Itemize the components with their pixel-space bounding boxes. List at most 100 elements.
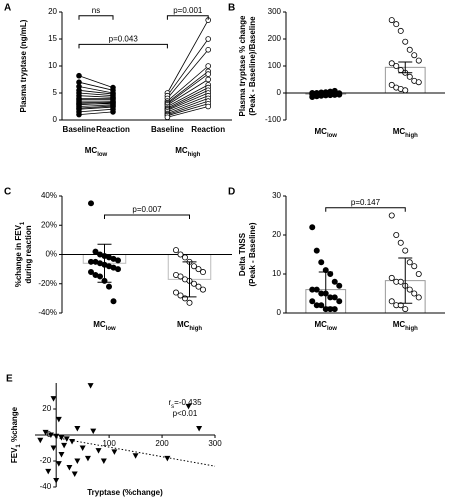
- data-point: [172, 247, 179, 254]
- y-axis-label: Delta TNSS: [238, 232, 247, 276]
- x-tick-label: MChigh: [393, 320, 418, 331]
- data-point: [331, 306, 338, 313]
- pair-line: [167, 73, 209, 105]
- data-point: [177, 251, 184, 258]
- text-part: (Peak - Baseline): [248, 222, 257, 286]
- bracket-label: p=0.007: [132, 205, 162, 214]
- reaction-point: [205, 46, 212, 53]
- x-tick-label: 200: [155, 439, 169, 448]
- data-point: [177, 273, 184, 280]
- data-point: [61, 442, 68, 449]
- y-tick-label: 10: [272, 269, 281, 278]
- text-part: 1: [20, 221, 26, 225]
- data-point: [58, 452, 65, 458]
- data-point: [402, 306, 409, 313]
- text-part: Plasma tryptase (ng/mL): [19, 19, 28, 112]
- data-point: [388, 60, 395, 67]
- data-point: [402, 247, 409, 254]
- data-point: [331, 278, 338, 285]
- data-point: [95, 448, 102, 454]
- y-tick-label: 20: [42, 404, 51, 413]
- y-tick-label: 20: [272, 230, 281, 239]
- y-tick-label: -40%: [38, 308, 57, 317]
- error-bar: [318, 92, 333, 96]
- pair-line: [78, 89, 114, 95]
- reaction-point: [205, 76, 212, 83]
- pair-line: [78, 95, 114, 98]
- text-part: (Peak - Baseline)/Baseline: [248, 16, 257, 116]
- panel-label: E: [6, 374, 13, 385]
- y-tick-label: -20%: [38, 279, 57, 288]
- text-part: MC: [393, 320, 406, 329]
- data-point: [388, 81, 395, 88]
- data-point: [45, 468, 52, 475]
- data-point: [397, 278, 404, 285]
- data-point: [336, 282, 343, 289]
- x-tick-label: MClow: [93, 320, 116, 331]
- data-point: [397, 27, 404, 34]
- data-point: [393, 63, 400, 70]
- y-axis-label: Plasma tryptase % change: [238, 15, 247, 116]
- x-tick-label: 100: [102, 439, 116, 448]
- data-point: [58, 435, 65, 441]
- x-tick-label: MChigh: [393, 127, 418, 138]
- text-part: during reaction: [24, 225, 33, 283]
- baseline-point: [164, 114, 171, 121]
- y-tick-label: 0: [277, 308, 282, 317]
- data-point: [84, 455, 91, 462]
- pair-line: [78, 104, 114, 107]
- panel-label: B: [228, 3, 235, 14]
- y-axis-label: Plasma tryptase (ng/mL): [19, 19, 28, 112]
- data-point: [411, 290, 418, 297]
- data-point: [63, 436, 70, 442]
- pair-line: [78, 102, 114, 106]
- data-point: [74, 458, 81, 464]
- reaction-point: [205, 36, 212, 42]
- text-part: MC: [315, 127, 328, 136]
- group-label: MClow: [85, 146, 108, 157]
- pair-line: [78, 92, 114, 97]
- pair-line: [78, 101, 114, 104]
- data-point: [53, 433, 60, 440]
- y-tick-label: 0: [53, 115, 58, 124]
- data-point: [402, 38, 409, 45]
- data-point: [71, 471, 78, 477]
- data-point: [47, 432, 54, 438]
- pair-line: [167, 19, 209, 94]
- bracket: [325, 207, 406, 212]
- data-point: [177, 292, 184, 299]
- data-point: [415, 79, 422, 86]
- data-point: [37, 437, 44, 444]
- data-point: [110, 298, 117, 305]
- data-point: [74, 426, 81, 432]
- text-part: %change: [10, 406, 19, 444]
- text-part: FEV: [10, 447, 19, 463]
- y-axis-label: during reaction: [24, 225, 33, 283]
- text-part: MC: [93, 320, 106, 329]
- y-tick-label: 0: [277, 88, 282, 97]
- text-part: high: [405, 133, 418, 139]
- trend-line: [56, 437, 216, 467]
- data-point: [313, 286, 320, 293]
- text-part: s: [171, 404, 174, 410]
- baseline-point: [76, 72, 82, 79]
- text-part: MC: [175, 146, 188, 155]
- pair-line: [78, 75, 114, 88]
- data-point: [309, 224, 316, 231]
- y-tick-label: 100: [268, 61, 282, 70]
- data-point: [111, 449, 118, 455]
- data-point: [388, 212, 395, 219]
- data-point: [164, 455, 171, 462]
- data-point: [172, 289, 179, 296]
- y-tick-label: 0%: [45, 250, 57, 259]
- y-axis-label: (Peak - Baseline): [248, 222, 257, 286]
- x-tick-label: MChigh: [177, 320, 202, 331]
- data-point: [53, 478, 60, 484]
- data-point: [336, 90, 343, 97]
- data-point: [406, 286, 413, 293]
- pair-line: [167, 49, 209, 99]
- bracket: [78, 15, 114, 20]
- pair-line: [167, 100, 209, 115]
- data-point: [397, 239, 404, 246]
